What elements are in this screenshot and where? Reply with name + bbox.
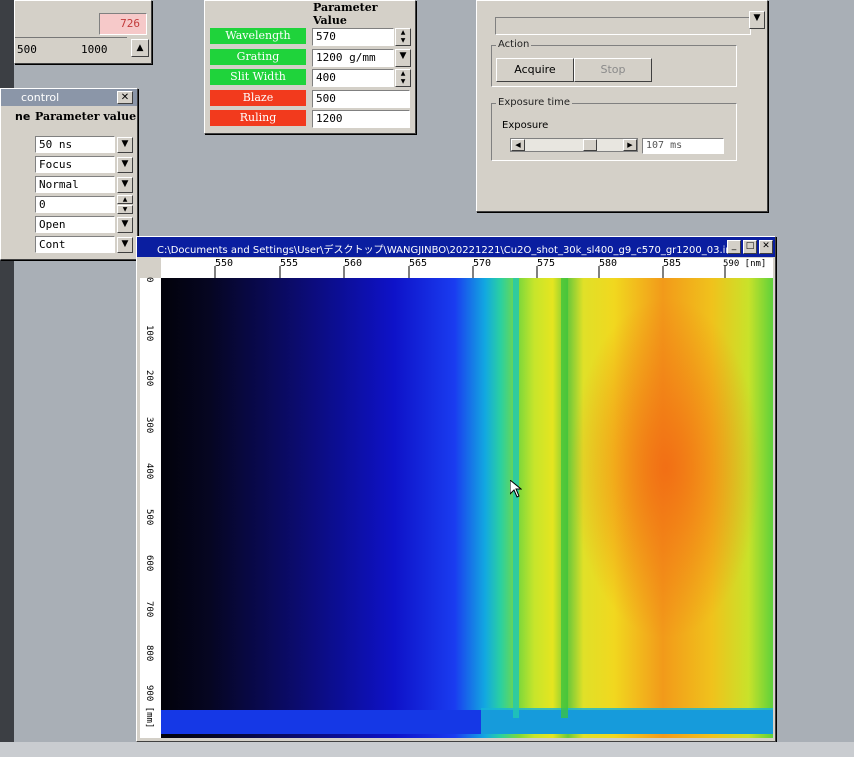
y-tick-label: 800 bbox=[144, 645, 154, 662]
slider-right-icon[interactable]: ▶ bbox=[623, 139, 637, 151]
y-tick-label: 500 bbox=[144, 509, 154, 526]
y-tick-label: 100 bbox=[144, 325, 154, 342]
x-tick-label: 550 bbox=[215, 258, 234, 269]
spectrum-bottom-band-right bbox=[481, 708, 773, 734]
exposure-slider[interactable]: ◀ ▶ bbox=[510, 138, 638, 152]
spectrum-hotspot bbox=[571, 298, 761, 638]
exposure-value-field[interactable]: 107 ms bbox=[642, 138, 724, 154]
x-tick-label: 560 bbox=[344, 258, 363, 269]
y-tick-label: 900 [mm] bbox=[144, 685, 154, 729]
y-tick-label: 600 bbox=[144, 555, 154, 572]
x-tick-label: 570 bbox=[473, 258, 492, 269]
y-tick-label: 400 bbox=[144, 463, 154, 480]
control-title-bar: control ✕ bbox=[1, 89, 137, 106]
x-tick-label: 580 bbox=[599, 258, 618, 269]
x-tick-label: 590 [nm] bbox=[723, 259, 767, 269]
grating-select[interactable]: 1200 g/mm bbox=[312, 49, 394, 67]
x-tick-label: 575 bbox=[537, 258, 556, 269]
axis-tick-1000: 1000 bbox=[81, 43, 108, 56]
spectrum-line bbox=[513, 278, 519, 718]
control-title: control bbox=[21, 91, 60, 104]
top-left-window: 726 500 1000 ▲ bbox=[14, 0, 152, 64]
control-header-right: Parameter value bbox=[35, 110, 137, 123]
axis-line bbox=[15, 37, 127, 38]
close-icon[interactable]: ✕ bbox=[117, 91, 133, 104]
x-tick-label: 585 bbox=[663, 258, 682, 269]
wavelength-input[interactable]: 570 bbox=[312, 28, 394, 46]
delay-input[interactable]: 0 bbox=[35, 196, 115, 213]
chevron-down-icon[interactable]: ▼ bbox=[117, 157, 133, 173]
chevron-down-icon[interactable]: ▼ bbox=[395, 49, 411, 67]
blaze-value: 500 bbox=[312, 90, 410, 108]
slider-thumb[interactable] bbox=[583, 139, 597, 151]
count-value-field[interactable]: 726 bbox=[99, 13, 147, 35]
acquire-button[interactable]: Acquire bbox=[496, 58, 574, 82]
spin-down-icon[interactable]: ▼ bbox=[117, 205, 133, 214]
chevron-down-icon[interactable]: ▼ bbox=[117, 217, 133, 233]
control-window: control ✕ ne Parameter value 50 ns ▼ Foc… bbox=[0, 88, 138, 260]
status-field bbox=[495, 17, 751, 35]
image-window-title: C:\Documents and Settings\User\デスクトップ\WA… bbox=[157, 245, 727, 256]
exposure-group-title: Exposure time bbox=[496, 97, 573, 108]
cursor-icon bbox=[510, 480, 522, 498]
axis-tick-500: 500 bbox=[17, 43, 37, 56]
param-label-wavelength: Wavelength bbox=[210, 28, 306, 44]
spin-up-icon[interactable]: ▲ bbox=[117, 195, 133, 204]
param-label-slit-width: Slit Width bbox=[210, 69, 306, 85]
x-axis-ticks bbox=[214, 266, 726, 278]
y-tick-label: 200 bbox=[144, 370, 154, 387]
control-header-left: ne bbox=[15, 110, 31, 123]
chevron-down-icon[interactable]: ▼ bbox=[749, 11, 765, 29]
y-axis-ruler bbox=[140, 278, 161, 738]
param-label-grating: Grating bbox=[210, 49, 306, 65]
action-group-title: Action bbox=[496, 39, 532, 50]
image-title-bar: C:\Documents and Settings\User\デスクトップ\WA… bbox=[137, 237, 775, 257]
y-tick-label: 0 bbox=[144, 277, 154, 283]
stop-button[interactable]: Stop bbox=[574, 58, 652, 82]
close-icon[interactable]: ✕ bbox=[759, 240, 773, 254]
param-value-header: Parameter Value bbox=[313, 1, 378, 27]
action-group: Action Acquire Stop bbox=[491, 39, 737, 87]
shutter-select[interactable]: Open bbox=[35, 216, 115, 233]
spectrometer-window: Parameter Value Wavelength 570 ▲ ▼ Gratin… bbox=[204, 0, 416, 134]
spin-icon[interactable]: ▲ ▼ bbox=[395, 28, 411, 46]
ruling-value: 1200 bbox=[312, 110, 410, 128]
trigger-select[interactable]: Normal bbox=[35, 176, 115, 193]
chevron-down-icon[interactable]: ▼ bbox=[117, 177, 133, 193]
spin-icon[interactable]: ▲ ▼ bbox=[395, 69, 411, 87]
x-tick-label: 555 bbox=[280, 258, 299, 269]
spectrum-image[interactable] bbox=[161, 278, 773, 738]
y-tick-label: 700 bbox=[144, 601, 154, 618]
slit-width-input[interactable]: 400 bbox=[312, 69, 394, 87]
screen-bezel-bottom bbox=[0, 742, 854, 757]
scroll-up-button[interactable]: ▲ bbox=[131, 39, 149, 57]
x-tick-label: 565 bbox=[409, 258, 428, 269]
acquire-window: ▼ Action Acquire Stop Exposure time Expo… bbox=[476, 0, 768, 212]
gate-width-select[interactable]: 50 ns bbox=[35, 136, 115, 153]
exposure-group: Exposure time Exposure ◀ ▶ 107 ms bbox=[491, 97, 737, 161]
acq-mode-select[interactable]: Cont bbox=[35, 236, 115, 253]
mode-select[interactable]: Focus bbox=[35, 156, 115, 173]
chevron-down-icon[interactable]: ▼ bbox=[117, 137, 133, 153]
spectrum-line bbox=[561, 278, 568, 718]
exposure-label: Exposure bbox=[502, 120, 549, 131]
chevron-down-icon[interactable]: ▼ bbox=[117, 237, 133, 253]
slider-left-icon[interactable]: ◀ bbox=[511, 139, 525, 151]
y-tick-label: 300 bbox=[144, 417, 154, 434]
param-label-blaze: Blaze bbox=[210, 90, 306, 106]
minimize-icon[interactable]: _ bbox=[727, 240, 741, 254]
maximize-icon[interactable]: □ bbox=[743, 240, 757, 254]
x-axis-ruler bbox=[161, 258, 773, 278]
param-label-ruling: Ruling bbox=[210, 110, 306, 126]
image-window: C:\Documents and Settings\User\デスクトップ\WA… bbox=[136, 236, 776, 742]
